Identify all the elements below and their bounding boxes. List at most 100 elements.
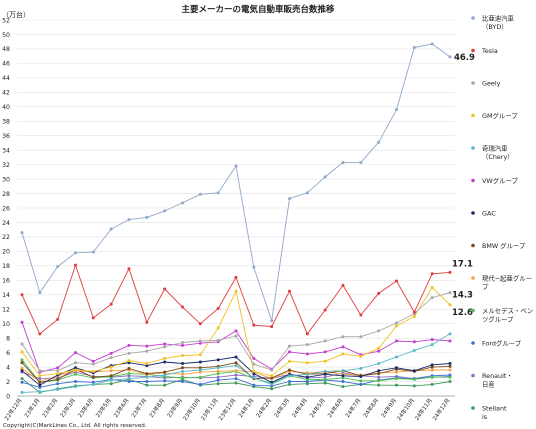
data-point [127,218,131,222]
y-tick-label: 12 [2,307,10,314]
data-point [163,342,167,346]
data-point [430,338,434,342]
x-tick-label: 24年3月 [272,397,291,420]
y-tick-label: 4 [6,364,10,371]
series-line [21,43,451,322]
y-tick-label: 26 [2,205,10,212]
data-point [145,372,149,376]
data-point [109,302,113,306]
data-point [270,376,274,380]
data-point [323,350,327,354]
y-tick-label: 24 [2,220,10,227]
legend-label: Fordグループ [482,339,522,348]
data-point [377,346,381,350]
data-point [430,272,434,276]
y-tick-label: 28 [2,191,10,198]
x-tick-label: 24年5月 [308,397,327,420]
series-points [20,42,452,394]
data-point [341,345,345,349]
data-point [252,265,256,269]
y-tick-labels: 0246810121416182022242628303234363840424… [2,17,10,400]
data-point [91,375,95,379]
data-point [305,380,309,384]
legend-marker [471,146,475,150]
data-point [163,383,167,387]
legend-label: 奇瑞汽車（Chery） [482,144,514,162]
data-point [216,326,220,330]
data-point [181,305,184,309]
data-point [163,360,167,364]
data-point [216,307,220,311]
x-tick-label: 23年6月 [112,397,131,420]
y-tick-label: 8 [6,335,10,342]
y-tick-label: 6 [6,350,10,357]
data-point [109,351,113,355]
data-point [127,267,131,271]
legend-label: Geely [482,80,501,88]
data-point [341,380,345,384]
data-point [395,321,398,325]
data-point [305,382,309,386]
data-point [359,374,363,378]
data-point [181,340,184,344]
data-point [412,377,416,381]
data-point [74,251,77,255]
data-point [252,383,256,387]
data-point [359,354,363,358]
data-point [395,355,398,359]
data-point [395,377,398,381]
data-point [288,289,291,293]
data-point [323,359,327,363]
data-point [216,382,220,386]
data-point [377,369,381,373]
data-point [198,382,202,386]
data-point [74,361,77,365]
data-point [288,382,291,386]
data-point [109,374,113,378]
y-tick-label: 0 [6,393,10,400]
data-point [181,369,184,373]
x-tick-label: 24年1月 [236,397,255,420]
data-point [448,270,452,274]
data-point [20,320,24,324]
data-point [341,160,345,164]
data-point [288,368,291,372]
data-point [163,373,167,377]
y-tick-label: 48 [2,46,10,53]
data-point [288,359,291,363]
data-point [252,372,256,376]
data-point [109,382,113,386]
data-point [448,332,452,336]
data-point [305,343,309,347]
data-point [252,369,256,373]
data-point [198,366,202,370]
data-point [56,372,60,376]
x-tick-label: 24年8月 [361,397,380,420]
data-point [234,373,238,377]
data-point [109,227,113,231]
y-tick-label: 38 [2,119,10,126]
data-point [181,361,184,365]
y-tick-label: 10 [2,321,10,328]
data-point [127,367,131,371]
data-point [216,358,220,362]
gridlines [17,19,455,397]
data-point [341,376,345,380]
legend-marker [471,276,475,280]
legend-label: 比亜迪汽車（BYD） [482,14,515,32]
y-tick-label: 32 [2,162,10,169]
data-point [163,370,167,374]
data-point [20,231,24,235]
data-point [20,293,24,297]
data-point [448,373,452,377]
data-point [448,291,452,295]
legend-label: GAC [482,210,496,218]
data-point [56,369,60,373]
data-point [74,366,77,370]
x-tick-label: 23年11月 [199,397,220,422]
data-point [234,289,238,293]
data-point [127,380,131,384]
x-tick-label: 24年7月 [343,397,362,420]
data-point [395,324,398,328]
data-point [305,372,309,376]
